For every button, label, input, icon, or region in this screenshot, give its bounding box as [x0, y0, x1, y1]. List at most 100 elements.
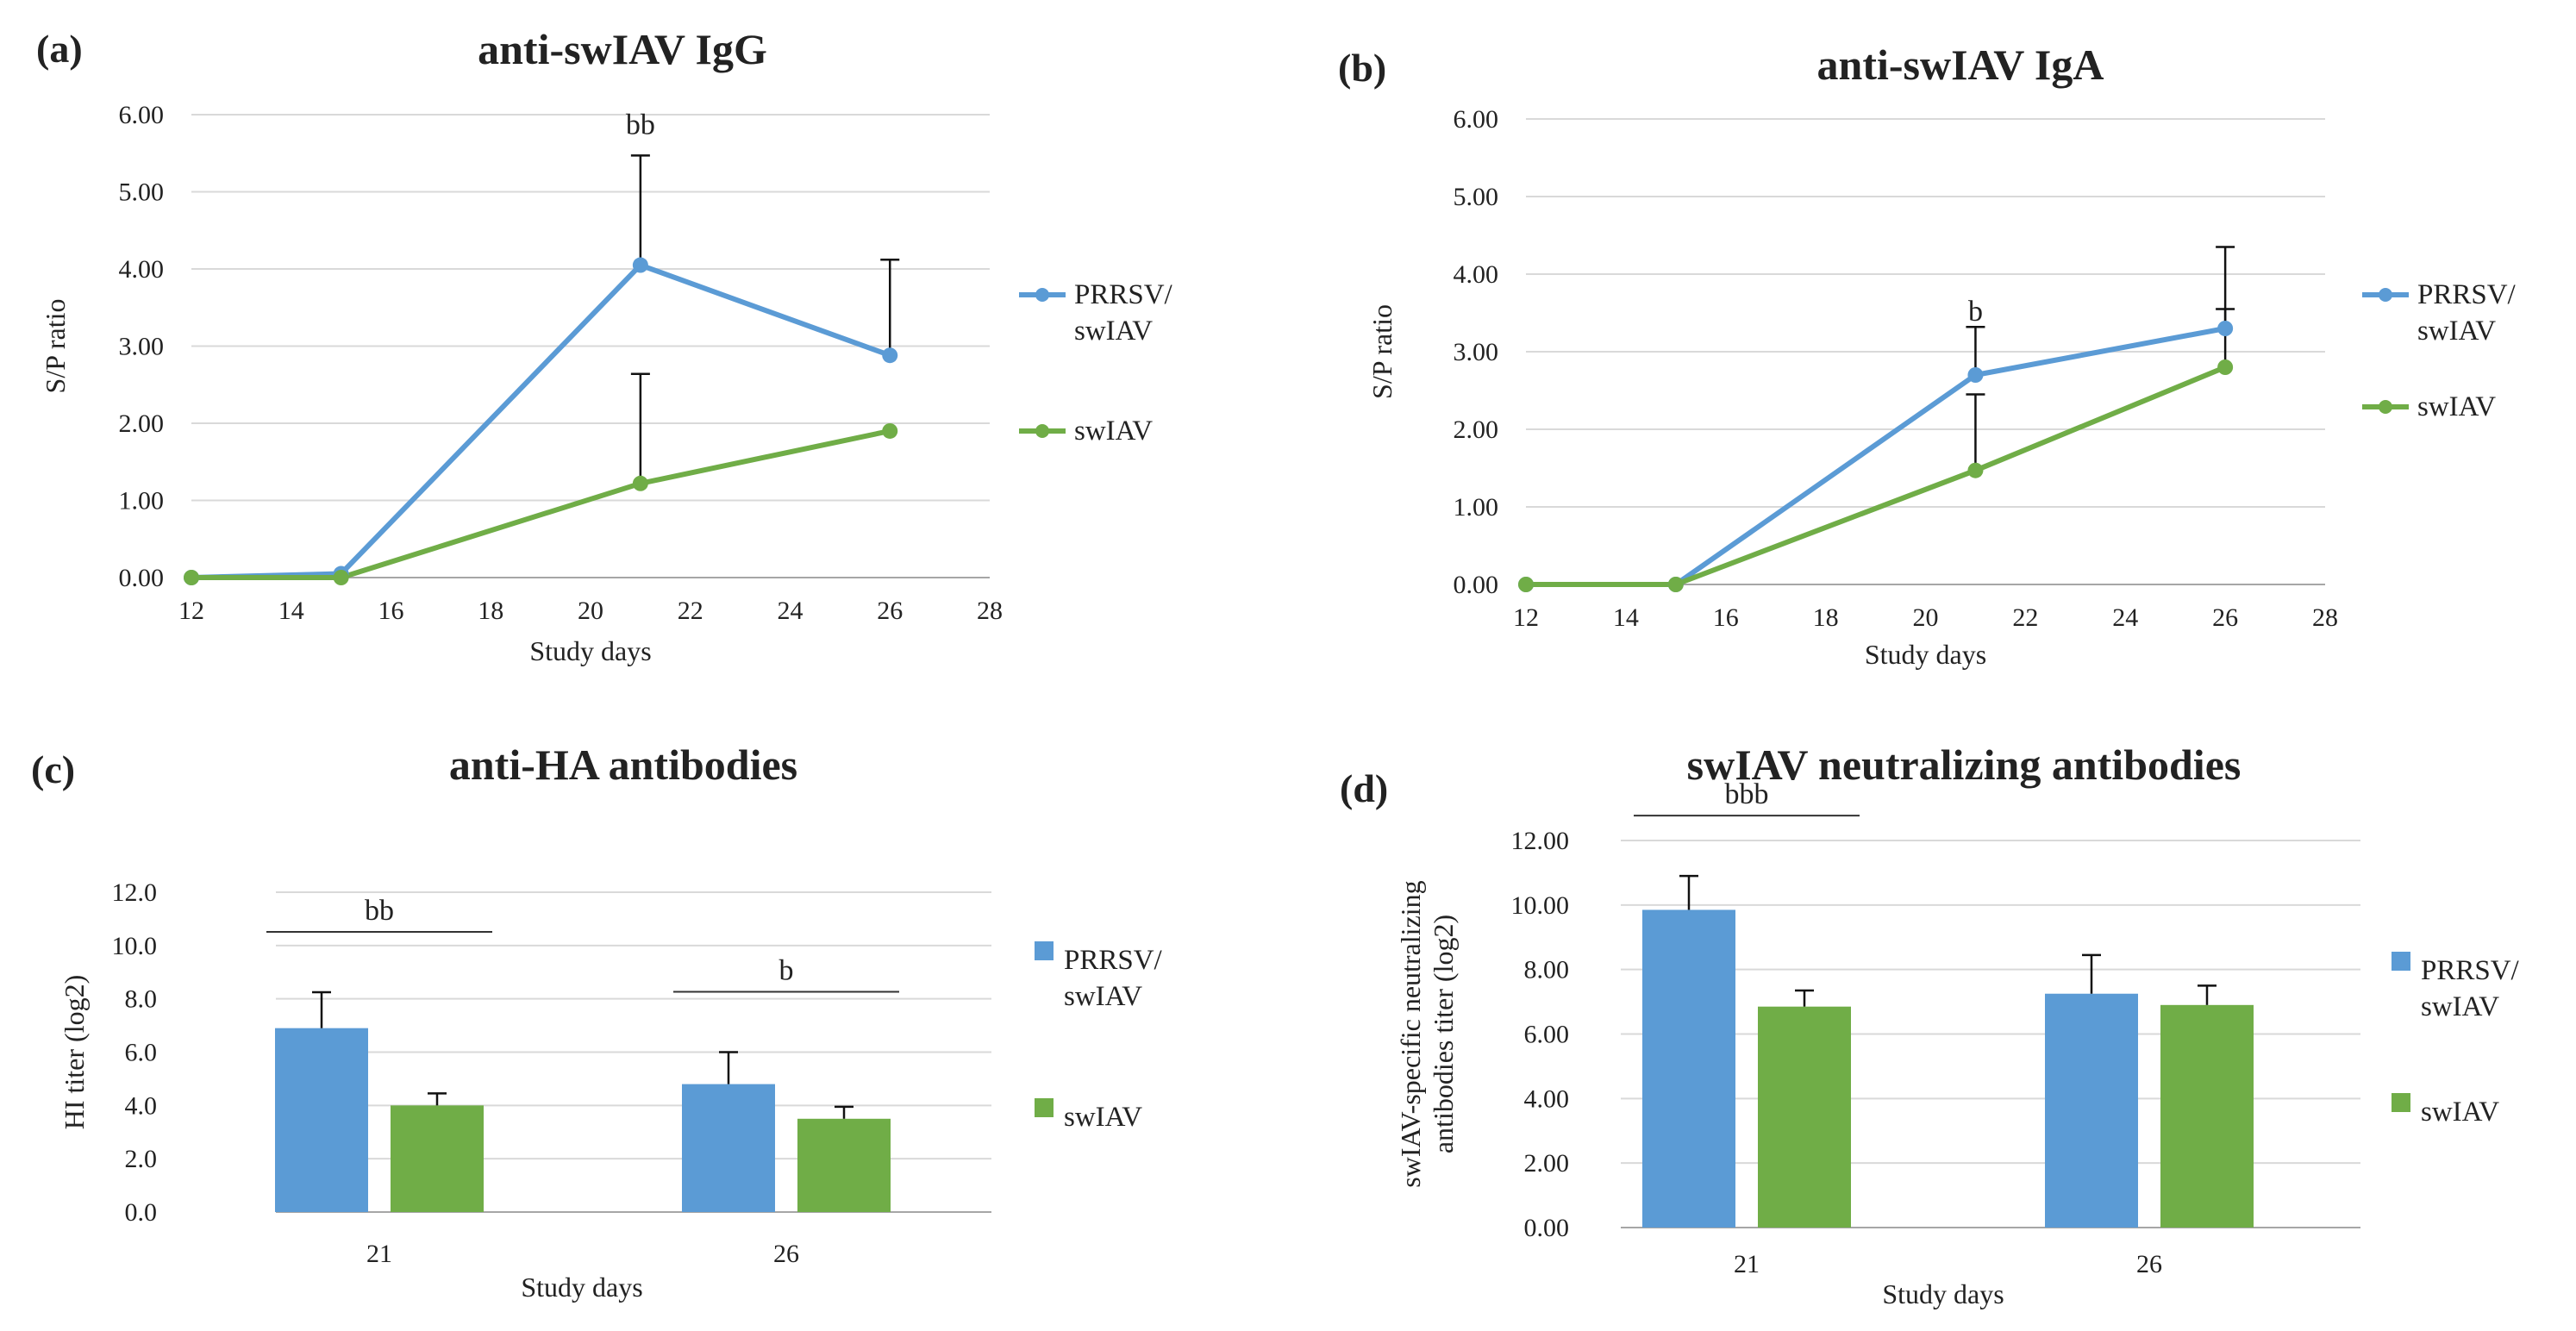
bar	[1758, 1006, 1851, 1228]
data-point	[1967, 367, 1984, 383]
chart-panel-c: (c) anti-HA antibodies 0.0 2.0 4.0 6.0 8.0 10.0…	[31, 740, 1163, 1303]
y-tick-label: 3.00	[1454, 338, 1499, 366]
data-point	[882, 347, 898, 364]
y-tick-label: 12.0	[112, 878, 158, 907]
y-axis-title: antibodies titer (log2)	[1428, 915, 1459, 1153]
bar	[797, 1118, 891, 1212]
y-tick-label: 2.0	[125, 1145, 158, 1173]
x-tick-label: 18	[1813, 603, 1839, 632]
legend-label: swIAV	[1074, 316, 1153, 347]
significance-label: bb	[626, 109, 655, 141]
x-axis-title: Study days	[1882, 1278, 2004, 1309]
legend-marker	[1035, 424, 1049, 438]
x-tick-label: 18	[478, 597, 503, 625]
legend-label: swIAV	[2417, 391, 2496, 422]
legend-label: PRRSV/	[1074, 279, 1173, 310]
y-tick-label: 6.00	[1454, 105, 1499, 134]
y-tick-label: 0.00	[1454, 571, 1499, 599]
data-point	[1967, 462, 1984, 478]
y-tick-label: 3.00	[119, 333, 165, 361]
x-tick-label: 24	[778, 597, 803, 625]
y-tick-label: 2.00	[1524, 1149, 1570, 1178]
series-line	[191, 262, 891, 580]
x-tick-label: 20	[578, 597, 603, 625]
bar	[682, 1084, 775, 1212]
data-point	[2217, 359, 2234, 375]
legend-bar-swatch	[1035, 941, 1054, 960]
x-tick-label: 20	[1913, 603, 1939, 632]
y-tick-label: 8.00	[1524, 956, 1570, 984]
chart-title: swIAV neutralizing antibodies	[1687, 740, 2241, 789]
y-tick-label: 4.00	[119, 255, 165, 284]
panel-label: (a)	[36, 27, 83, 71]
legend-marker	[2379, 288, 2392, 302]
x-tick-label: 22	[678, 597, 703, 625]
y-tick-label: 5.00	[119, 178, 165, 207]
x-axis-title: Study days	[521, 1272, 642, 1303]
legend-bar-swatch	[1035, 1098, 1054, 1117]
y-tick-label: 2.00	[1454, 416, 1499, 444]
x-tick-label: 21	[366, 1240, 392, 1268]
y-tick-label: 0.00	[1524, 1214, 1570, 1242]
legend-label: PRRSV/	[2417, 279, 2517, 310]
x-tick-label: 16	[1713, 603, 1739, 632]
y-tick-label: 12.00	[1511, 827, 1570, 855]
panel-label: (d)	[1340, 766, 1388, 810]
x-axis-title: Study days	[529, 635, 651, 666]
x-tick-label: 21	[1734, 1250, 1760, 1278]
legend-label: swIAV	[2417, 316, 2496, 347]
y-tick-label: 6.00	[1524, 1021, 1570, 1049]
x-tick-label: 16	[378, 597, 404, 625]
data-point	[1518, 577, 1534, 592]
legend-label: swIAV	[2421, 991, 2499, 1022]
y-tick-label: 10.00	[1511, 891, 1570, 920]
data-point	[632, 257, 648, 273]
series-line	[1526, 326, 2226, 587]
bar	[2160, 1004, 2254, 1228]
x-tick-label: 26	[877, 597, 903, 625]
chart-title: anti-swIAV IgG	[478, 25, 767, 73]
legend-marker	[2379, 400, 2392, 414]
chart-panel-b: (b) anti-swIAV IgA 0.00 1.00 2.00 3.00 4.00 5.0…	[1338, 41, 2517, 670]
x-tick-label: 22	[2012, 603, 2038, 632]
y-tick-label: 4.00	[1524, 1084, 1570, 1113]
x-tick-label: 14	[278, 597, 304, 625]
x-tick-label: 26	[2136, 1250, 2162, 1278]
legend-bar-swatch	[2392, 952, 2410, 971]
y-tick-label: 6.00	[119, 101, 165, 129]
significance-label: bbb	[1725, 778, 1769, 810]
x-tick-label: 14	[1613, 603, 1639, 632]
chart-title: anti-HA antibodies	[449, 740, 797, 789]
x-axis-title: Study days	[1865, 639, 1986, 670]
legend-label: swIAV	[2421, 1097, 2499, 1128]
panel-label: (c)	[31, 747, 75, 791]
y-axis-title: HI titer (log2)	[59, 975, 90, 1130]
legend-label: swIAV	[1064, 981, 1142, 1012]
data-point	[333, 570, 349, 585]
y-axis-title: S/P ratio	[40, 299, 71, 394]
x-tick-label: 28	[977, 597, 1003, 625]
y-tick-label: 4.00	[1454, 260, 1499, 289]
bar	[1642, 909, 1735, 1228]
bar	[2045, 993, 2138, 1228]
y-tick-label: 1.00	[1454, 493, 1499, 522]
significance-label: bb	[365, 895, 394, 927]
y-tick-label: 2.00	[119, 409, 165, 438]
y-axis-title: S/P ratio	[1366, 304, 1397, 399]
legend-marker	[1035, 288, 1049, 302]
series-line	[1526, 365, 2227, 587]
legend-bar-swatch	[2392, 1093, 2410, 1112]
panel-label: (b)	[1338, 46, 1386, 90]
legend-label: PRRSV/	[2421, 955, 2520, 986]
significance-label: b	[1968, 296, 1983, 328]
data-point	[882, 422, 898, 439]
data-point	[184, 570, 199, 585]
y-tick-label: 5.00	[1454, 183, 1499, 211]
x-tick-label: 24	[2112, 603, 2138, 632]
data-point	[632, 475, 648, 491]
chart-panel-a: (a) anti-swIAV IgG 0.00 1.00 2.00 3.00 4.00 5.0…	[36, 25, 1173, 666]
chart-panel-d: (d) swIAV neutralizing antibodies 0.00 2.00…	[1340, 740, 2520, 1309]
x-tick-label: 12	[178, 597, 204, 625]
y-tick-label: 10.0	[112, 932, 158, 960]
